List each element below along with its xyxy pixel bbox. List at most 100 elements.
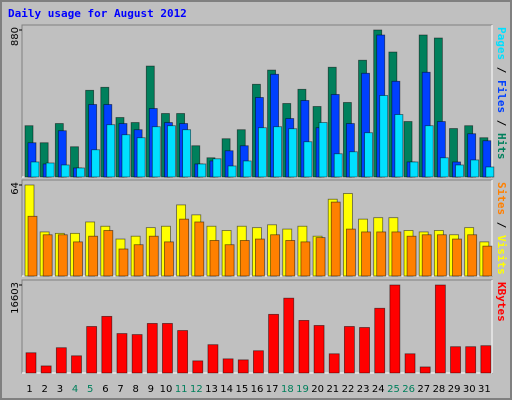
bar xyxy=(258,127,267,178)
bar xyxy=(470,159,480,178)
bar xyxy=(482,245,493,277)
x-tick-label: 16 xyxy=(251,384,264,395)
bar xyxy=(404,353,416,374)
bar xyxy=(101,315,113,374)
bar xyxy=(436,234,447,277)
x-tick-label: 3 xyxy=(57,384,63,395)
bar xyxy=(253,350,264,374)
bar xyxy=(300,241,311,277)
bar xyxy=(179,218,190,277)
bar xyxy=(227,165,237,178)
x-tick-label: 28 xyxy=(433,384,446,395)
bar xyxy=(25,352,37,374)
bar xyxy=(71,355,82,374)
bar xyxy=(239,240,250,277)
bar xyxy=(255,238,265,277)
bar xyxy=(106,124,116,178)
chart-title: Daily usage for August 2012 xyxy=(8,7,187,20)
legend: Sites / Visits xyxy=(495,182,508,275)
x-tick-label: 19 xyxy=(296,384,309,395)
x-tick-label: 13 xyxy=(205,384,218,395)
bar xyxy=(270,234,280,277)
bar xyxy=(40,365,52,374)
bar xyxy=(303,141,313,178)
bar xyxy=(434,284,446,374)
bar xyxy=(315,237,326,277)
bar xyxy=(379,95,389,178)
bar xyxy=(450,346,461,374)
bar xyxy=(131,334,143,374)
bar xyxy=(318,122,328,178)
bar xyxy=(76,167,85,178)
bar xyxy=(162,323,173,374)
bar xyxy=(192,360,204,374)
bar xyxy=(455,164,464,178)
bar xyxy=(273,126,282,178)
x-tick-label: 30 xyxy=(463,384,476,395)
x-tick-label: 5 xyxy=(87,384,93,395)
x-tick-label: 29 xyxy=(448,384,461,395)
x-tick-label: 9 xyxy=(148,384,154,395)
bar xyxy=(45,162,55,178)
legend-entry: Files xyxy=(495,80,508,113)
x-tick-label: 20 xyxy=(311,384,324,395)
x-tick-label: 24 xyxy=(372,384,385,395)
legend-separator: / xyxy=(495,215,508,235)
bar xyxy=(116,333,128,374)
x-tick-label: 7 xyxy=(117,384,123,395)
bar xyxy=(313,325,325,374)
bar xyxy=(212,158,222,178)
bar xyxy=(177,330,189,374)
legend-entry: Hits xyxy=(495,133,508,160)
bar xyxy=(361,231,371,277)
x-tick-label: 4 xyxy=(72,384,78,395)
bar xyxy=(42,234,53,277)
bar xyxy=(197,163,207,178)
bar xyxy=(328,353,340,374)
bar xyxy=(345,228,356,277)
bar xyxy=(439,157,449,178)
x-tick-label: 31 xyxy=(478,384,491,395)
bar xyxy=(55,347,67,374)
bar xyxy=(167,125,176,178)
bar xyxy=(133,244,144,277)
bar xyxy=(343,326,355,374)
legend-separator: / xyxy=(495,60,508,80)
bar xyxy=(359,327,370,374)
x-tick-label: 18 xyxy=(281,384,294,395)
x-tick-label: 22 xyxy=(342,384,355,395)
bar xyxy=(283,297,295,374)
bar xyxy=(391,231,402,277)
x-tick-label: 11 xyxy=(175,384,188,395)
bar xyxy=(182,129,192,178)
bar xyxy=(164,241,174,277)
x-tick-label: 21 xyxy=(326,384,339,395)
bar xyxy=(364,132,373,178)
bar xyxy=(103,230,114,277)
bar xyxy=(209,240,220,277)
bar xyxy=(467,234,478,277)
bar xyxy=(424,125,434,178)
bar xyxy=(118,248,129,277)
bar xyxy=(421,234,432,277)
bar xyxy=(465,346,477,374)
bar xyxy=(88,235,99,277)
bar xyxy=(207,344,219,374)
bar xyxy=(222,358,234,374)
x-tick-label: 17 xyxy=(266,384,279,395)
x-tick-label: 26 xyxy=(402,384,415,395)
bar xyxy=(485,166,495,178)
legend-entry: Sites xyxy=(495,182,508,215)
bar xyxy=(148,235,159,277)
bar xyxy=(389,284,401,374)
legend-entry: KBytes xyxy=(495,282,508,322)
x-tick-label: 8 xyxy=(133,384,139,395)
legend-entry: Visits xyxy=(495,235,508,275)
bar xyxy=(146,323,158,374)
bar xyxy=(298,320,310,374)
bar xyxy=(242,160,252,178)
legend: Pages / Files / Hits xyxy=(495,27,508,160)
bar xyxy=(91,149,101,178)
